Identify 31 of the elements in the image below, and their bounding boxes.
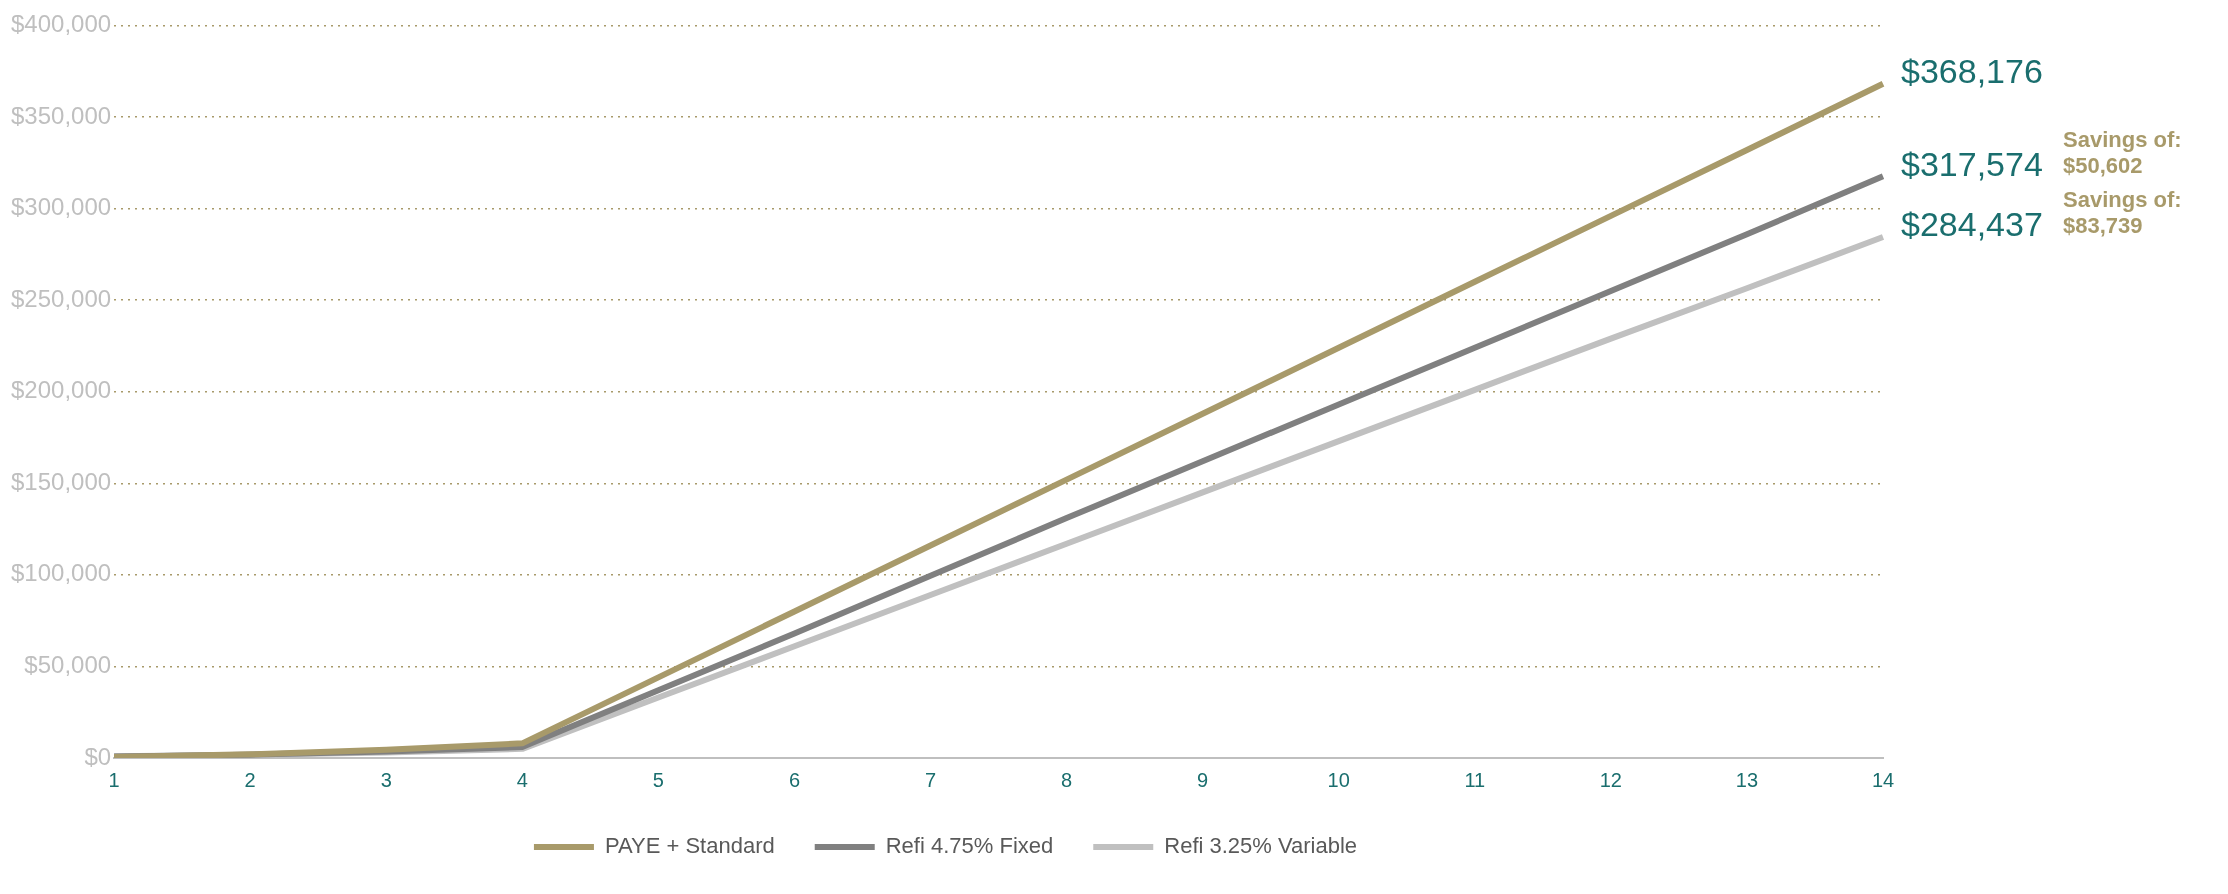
y-tick-label: $150,000 bbox=[10, 467, 112, 495]
x-tick-label: 13 bbox=[1735, 768, 1759, 791]
data-label: $317,574 bbox=[1901, 144, 2043, 183]
x-tick-label: 11 bbox=[1464, 768, 1486, 791]
y-tick-label: $50,000 bbox=[24, 651, 112, 679]
x-tick-label: 8 bbox=[1061, 768, 1073, 791]
data-label: $284,437 bbox=[1901, 205, 2043, 244]
y-tick-label: $250,000 bbox=[10, 284, 112, 312]
x-tick-label: 14 bbox=[1871, 768, 1895, 791]
y-tick-label: $100,000 bbox=[10, 559, 112, 587]
y-tick-label: $400,000 bbox=[10, 10, 112, 38]
y-tick-label: $350,000 bbox=[10, 101, 112, 129]
text: Savings of: $83,739 bbox=[2063, 187, 2182, 239]
text: Savings of: $50,602 bbox=[2063, 127, 2182, 179]
data-label: $368,176 bbox=[1901, 52, 2043, 91]
x-tick-label: 9 bbox=[1197, 768, 1209, 791]
x-tick-label: 5 bbox=[652, 768, 664, 791]
y-tick-label: $300,000 bbox=[10, 193, 112, 221]
x-tick-label: 10 bbox=[1327, 768, 1350, 791]
x-tick-label: 3 bbox=[380, 768, 392, 791]
legend-label: PAYE + Standard bbox=[604, 833, 775, 859]
y-tick-label: $200,000 bbox=[10, 376, 112, 404]
y-tick-label: $0 bbox=[84, 742, 112, 770]
x-tick-label: 6 bbox=[788, 768, 801, 791]
x-tick-label: 4 bbox=[516, 768, 528, 791]
x-tick-label: 7 bbox=[924, 768, 937, 791]
legend-label: Refi 3.25% Variable bbox=[1164, 833, 1358, 859]
x-tick-label: 12 bbox=[1599, 768, 1622, 791]
legend-label: Refi 4.75% Fixed bbox=[885, 833, 1054, 859]
x-tick-label: 2 bbox=[244, 768, 256, 791]
x-tick-label: 1 bbox=[108, 768, 120, 791]
